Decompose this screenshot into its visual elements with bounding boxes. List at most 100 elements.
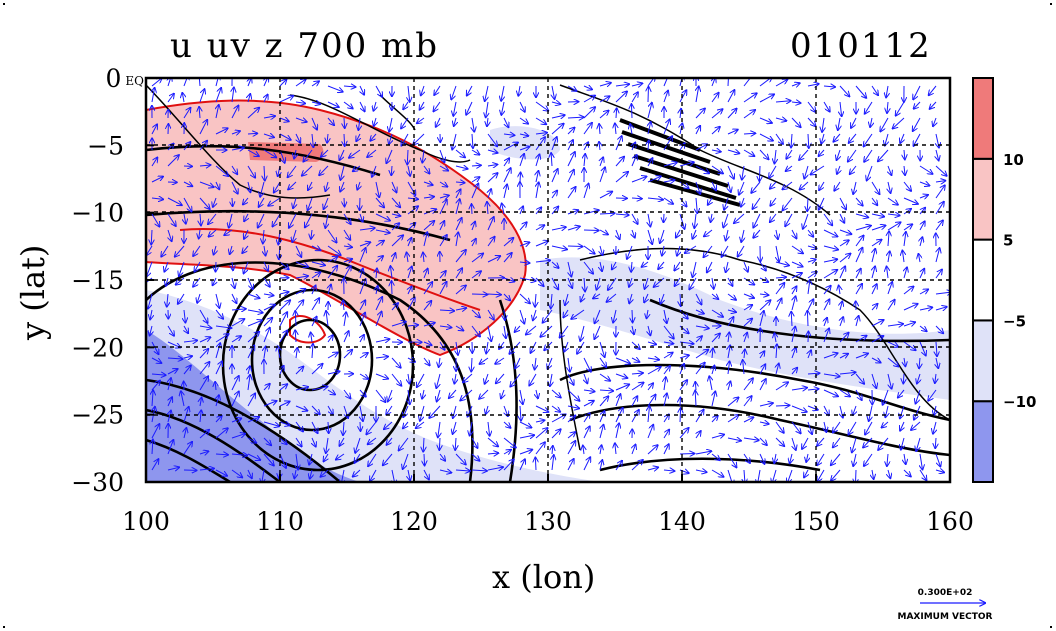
wind-vector	[296, 348, 297, 359]
wind-vector	[199, 197, 210, 209]
wind-vector	[231, 434, 245, 439]
wind-vector	[152, 88, 155, 103]
wind-vector	[904, 232, 906, 247]
wind-vector	[864, 149, 873, 162]
wind-vector	[263, 437, 271, 445]
wind-vector	[391, 197, 400, 207]
wind-vector	[696, 197, 697, 213]
colorbar-tick-label: −10	[1003, 393, 1036, 411]
wind-vector	[551, 405, 560, 412]
wind-vector	[571, 309, 585, 319]
wind-vector	[526, 325, 537, 334]
wind-vector	[167, 293, 168, 307]
wind-vector	[359, 300, 365, 311]
wind-vector	[375, 85, 382, 97]
wind-vector	[533, 309, 536, 320]
wind-vector	[357, 181, 360, 190]
wind-vector	[216, 181, 219, 189]
wind-vector	[631, 92, 638, 103]
wind-vector	[264, 95, 268, 103]
wind-vector	[339, 149, 345, 160]
wind-vector	[792, 286, 796, 295]
wind-vector	[515, 357, 521, 368]
wind-vector	[368, 437, 377, 444]
wind-vector	[215, 416, 222, 423]
wind-vector	[455, 285, 466, 295]
wind-vector	[919, 357, 920, 368]
wind-vector	[454, 373, 456, 384]
wind-vector	[471, 204, 472, 215]
wind-vector	[423, 437, 424, 452]
wind-vector	[593, 294, 601, 298]
wind-vector	[759, 149, 768, 159]
wind-vector	[936, 248, 940, 263]
wind-vector	[295, 367, 303, 375]
wind-vector	[471, 254, 483, 263]
wind-vector	[728, 181, 731, 192]
wind-vector	[567, 128, 574, 135]
wind-vector	[567, 416, 575, 423]
wind-vector	[599, 357, 606, 367]
wind-vector	[193, 245, 201, 256]
wind-vector	[900, 133, 904, 143]
wind-vector	[759, 261, 766, 271]
wind-vector	[695, 326, 709, 328]
wind-vector	[439, 326, 451, 328]
wind-vector	[551, 102, 560, 104]
wind-vector	[743, 277, 754, 285]
x-tick-label: 120	[390, 507, 438, 536]
wind-vector	[871, 240, 881, 247]
wind-vector	[631, 396, 637, 407]
wind-vector	[855, 85, 866, 98]
wind-vector	[552, 85, 555, 99]
wind-vector	[568, 277, 572, 288]
wind-vector	[263, 116, 275, 118]
wind-vector	[914, 405, 921, 420]
wind-vector	[629, 277, 632, 287]
wind-vector	[791, 102, 801, 103]
wind-vector	[855, 269, 861, 279]
wind-vector	[584, 142, 588, 151]
wind-vector	[936, 357, 938, 368]
wind-vector	[802, 437, 809, 449]
wind-vector	[769, 165, 777, 178]
wind-vector	[880, 117, 889, 131]
wind-vector	[663, 162, 677, 166]
wind-vector	[584, 373, 587, 383]
wind-vector	[199, 107, 200, 119]
wind-vector	[311, 102, 320, 104]
wind-vector	[919, 182, 929, 186]
wind-vector	[213, 277, 216, 285]
wind-vector	[423, 197, 434, 198]
wind-vector	[567, 432, 575, 439]
wind-vector	[616, 423, 619, 439]
wind-vector	[783, 197, 793, 210]
wind-vector	[567, 226, 580, 230]
wind-vector	[295, 102, 305, 103]
wind-vector	[439, 357, 440, 367]
wind-vector	[247, 108, 259, 119]
wind-vector	[695, 410, 704, 423]
wind-vector	[420, 101, 424, 110]
wind-vector	[849, 133, 857, 143]
wind-vector	[471, 325, 480, 337]
wind-vector	[823, 353, 838, 359]
wind-vector	[486, 101, 488, 117]
wind-vector	[647, 425, 653, 439]
wind-vector	[343, 101, 353, 108]
wind-vector	[888, 373, 892, 389]
wind-vector	[258, 213, 265, 228]
wind-vector	[887, 222, 900, 231]
wind-vector	[407, 149, 408, 164]
wind-vector	[855, 336, 867, 343]
wind-vector	[408, 85, 410, 102]
wind-vector	[182, 93, 184, 103]
wind-vector	[631, 261, 632, 272]
wind-vector	[452, 133, 457, 150]
wind-vector	[504, 185, 507, 199]
wind-vector	[837, 165, 840, 174]
wind-vector	[807, 421, 812, 434]
wind-vector	[903, 373, 904, 383]
wind-vector	[913, 85, 921, 99]
wind-vector	[675, 277, 681, 286]
